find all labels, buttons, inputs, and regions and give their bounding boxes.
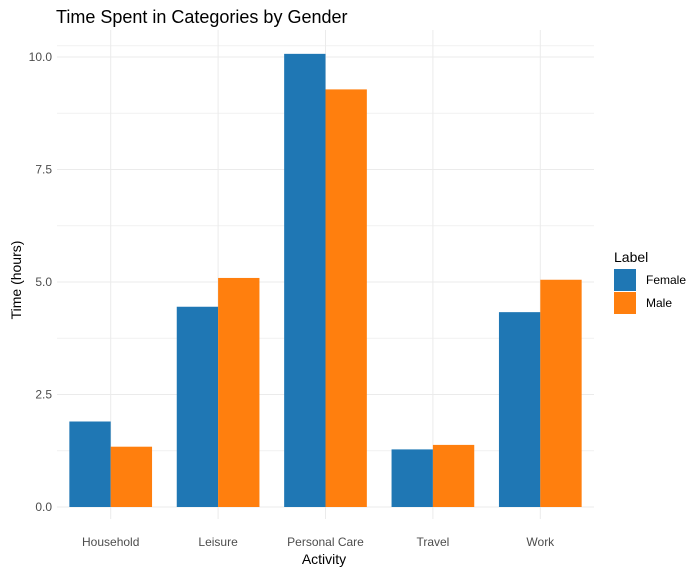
chart-title: Time Spent in Categories by Gender [56, 7, 347, 27]
bar-male-personal-care [325, 89, 367, 508]
bar-female-travel [391, 449, 433, 507]
y-tick-label: 7.5 [35, 163, 52, 177]
legend-label-male: Male [646, 296, 672, 310]
y-tick-label: 5.0 [35, 275, 52, 289]
y-tick-label: 0.0 [35, 500, 52, 514]
x-tick-label-leisure: Leisure [198, 535, 238, 549]
legend-key-female [614, 269, 636, 291]
legend-items: Female Male [614, 269, 686, 314]
bar-male-travel [432, 444, 475, 507]
x-axis-ticks: Household Leisure Personal Care Travel Work [82, 535, 555, 549]
bar-female-leisure [176, 306, 219, 507]
bars-layer [69, 53, 582, 508]
bar-female-household [69, 421, 111, 507]
x-tick-label-travel: Travel [416, 535, 449, 549]
legend-title: Label [614, 249, 648, 265]
bar-female-work [498, 312, 541, 507]
y-axis-ticks: 0.0 2.5 5.0 7.5 10.0 [29, 50, 53, 514]
x-tick-label-work: Work [526, 535, 555, 549]
x-tick-label-personal-care: Personal Care [287, 535, 364, 549]
y-tick-label: 2.5 [35, 388, 52, 402]
x-tick-label-household: Household [82, 535, 139, 549]
bar-female-personal-care [284, 53, 326, 507]
y-tick-label: 10.0 [29, 50, 53, 64]
legend: Label Female Male [614, 249, 686, 314]
bar-male-leisure [218, 277, 260, 507]
legend-label-female: Female [646, 273, 686, 287]
x-axis-label: Activity [302, 551, 346, 567]
y-axis-label: Time (hours) [8, 241, 24, 320]
bar-male-work [540, 279, 582, 507]
bar-male-household [110, 446, 153, 507]
legend-key-male [614, 292, 636, 314]
